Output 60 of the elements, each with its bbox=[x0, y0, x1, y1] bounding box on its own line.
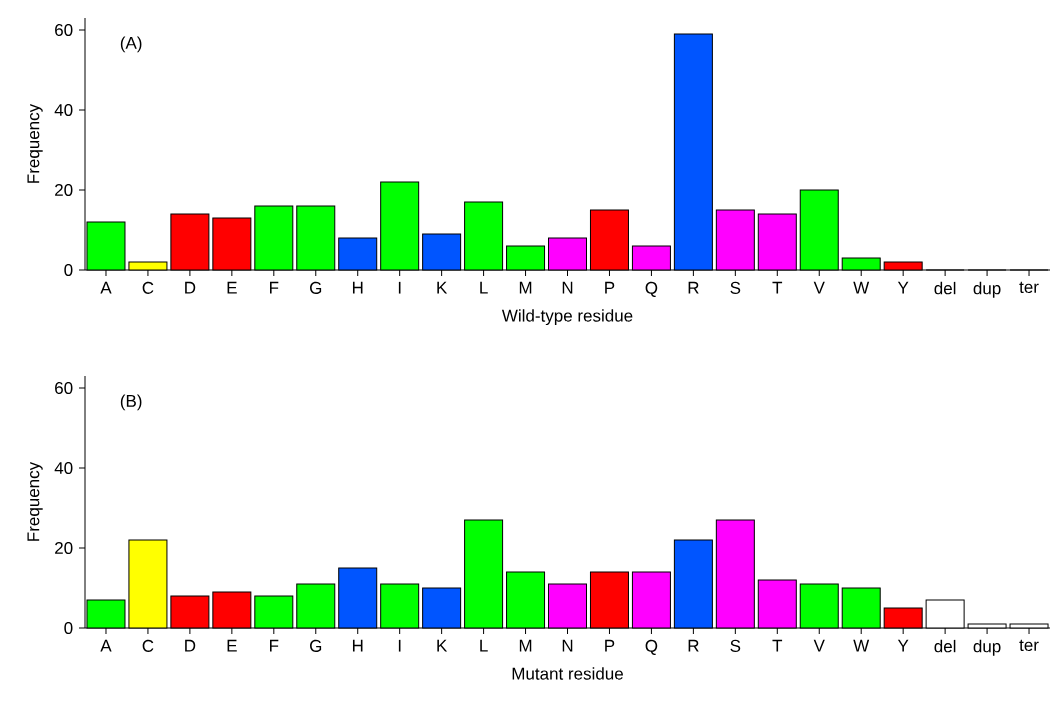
x-tick-label: Y bbox=[897, 281, 909, 294]
x-tick-label: R bbox=[688, 639, 699, 652]
x-tick-label: K bbox=[437, 281, 448, 294]
x-tick-label: ter bbox=[1019, 281, 1039, 294]
x-tick-label: A bbox=[100, 639, 112, 652]
x-tick-label: M bbox=[519, 281, 532, 294]
annotation: (B) bbox=[120, 394, 142, 411]
y-tick-label: 0 bbox=[64, 621, 73, 635]
x-tick-label: F bbox=[270, 281, 279, 294]
y-tick-label: 40 bbox=[54, 461, 73, 475]
x-tick-label: A bbox=[100, 281, 112, 294]
x-tick-label: I bbox=[398, 639, 401, 652]
x-tick-label: R bbox=[688, 281, 699, 294]
x-tick-label: V bbox=[813, 281, 825, 294]
x-tick-label: del bbox=[934, 639, 956, 653]
x-tick-label: T bbox=[772, 281, 783, 294]
x-tick-label: Y bbox=[897, 639, 909, 652]
x-tick-label: K bbox=[437, 639, 448, 652]
x-tick-label: C bbox=[142, 639, 154, 652]
y-tick-label: 20 bbox=[55, 183, 73, 197]
x-tick-label: N bbox=[562, 639, 573, 652]
x-tick-label: del bbox=[934, 281, 956, 295]
y-tick-label: 40 bbox=[54, 103, 73, 117]
x-tick-label: Q bbox=[645, 639, 658, 655]
x-axis-title: Mutant residue bbox=[512, 667, 623, 680]
x-tick-label: I bbox=[398, 281, 401, 294]
y-tick-label: 60 bbox=[55, 381, 73, 395]
x-tick-label: dup bbox=[973, 281, 1001, 298]
x-tick-label: dup bbox=[973, 639, 1001, 656]
x-tick-label: F bbox=[270, 639, 279, 652]
x-tick-label: V bbox=[813, 639, 825, 652]
x-axis-title: Wild-type residue bbox=[501, 309, 633, 326]
y-axis-title: Frequency bbox=[27, 103, 43, 183]
x-tick-label: Q bbox=[645, 281, 658, 297]
annotation: (A) bbox=[120, 36, 142, 53]
x-tick-label: S bbox=[730, 639, 741, 652]
x-tick-label: W bbox=[853, 639, 870, 652]
x-tick-label: M bbox=[519, 639, 532, 652]
y-tick-label: 20 bbox=[55, 541, 73, 555]
x-tick-label: E bbox=[227, 281, 237, 294]
x-tick-label: G bbox=[310, 639, 322, 652]
y-tick-label: 60 bbox=[55, 23, 73, 37]
x-tick-label: H bbox=[352, 281, 363, 294]
x-tick-label: H bbox=[352, 639, 363, 652]
x-tick-label: D bbox=[185, 281, 196, 294]
x-tick-label: P bbox=[605, 281, 615, 294]
x-tick-label: ter bbox=[1019, 639, 1039, 652]
x-tick-label: N bbox=[562, 281, 573, 294]
x-tick-label: P bbox=[605, 639, 615, 652]
x-tick-label: G bbox=[310, 281, 322, 294]
y-tick-label: 0 bbox=[64, 263, 73, 277]
x-tick-label: D bbox=[185, 639, 196, 652]
x-tick-label: L bbox=[480, 639, 488, 652]
x-tick-label: S bbox=[730, 281, 741, 294]
x-tick-label: C bbox=[142, 281, 154, 294]
x-tick-label: E bbox=[227, 639, 237, 652]
x-tick-label: W bbox=[853, 281, 870, 294]
x-tick-label: T bbox=[772, 639, 783, 652]
y-axis-title: Frequency bbox=[27, 461, 43, 541]
x-tick-label: L bbox=[480, 281, 488, 294]
